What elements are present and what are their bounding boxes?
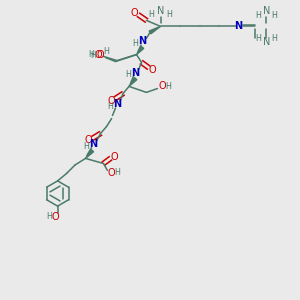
Text: O: O <box>51 212 59 222</box>
Text: N: N <box>234 21 243 32</box>
Text: H: H <box>107 102 113 111</box>
Polygon shape <box>85 149 94 158</box>
Text: H: H <box>133 39 139 48</box>
Text: O: O <box>107 168 115 178</box>
Text: O: O <box>97 50 104 61</box>
Text: H: H <box>88 50 94 59</box>
Text: H: H <box>148 10 154 19</box>
Text: N: N <box>263 37 270 47</box>
Text: H: H <box>255 34 261 43</box>
Polygon shape <box>149 26 160 34</box>
Text: H: H <box>46 212 52 221</box>
Text: H: H <box>272 34 278 43</box>
Text: N: N <box>113 99 121 110</box>
Text: N: N <box>263 6 270 16</box>
Text: N: N <box>157 5 164 16</box>
Polygon shape <box>129 77 137 86</box>
Text: N: N <box>131 68 139 78</box>
Text: O: O <box>130 8 138 18</box>
Text: O: O <box>158 81 166 92</box>
Polygon shape <box>136 46 144 55</box>
Text: O: O <box>107 95 115 106</box>
Text: N: N <box>89 139 97 149</box>
Text: H: H <box>167 10 172 19</box>
Text: H: H <box>91 51 97 60</box>
Text: H: H <box>103 47 109 56</box>
Text: H: H <box>83 142 89 151</box>
Text: O: O <box>85 135 92 145</box>
Text: H: H <box>255 11 261 20</box>
Text: H: H <box>166 82 172 91</box>
Text: O: O <box>94 50 102 60</box>
Text: O: O <box>110 152 118 162</box>
Text: O: O <box>148 64 156 75</box>
Text: H: H <box>125 70 131 79</box>
Text: H: H <box>114 168 120 177</box>
Text: H: H <box>272 11 278 20</box>
Text: N: N <box>138 36 147 46</box>
